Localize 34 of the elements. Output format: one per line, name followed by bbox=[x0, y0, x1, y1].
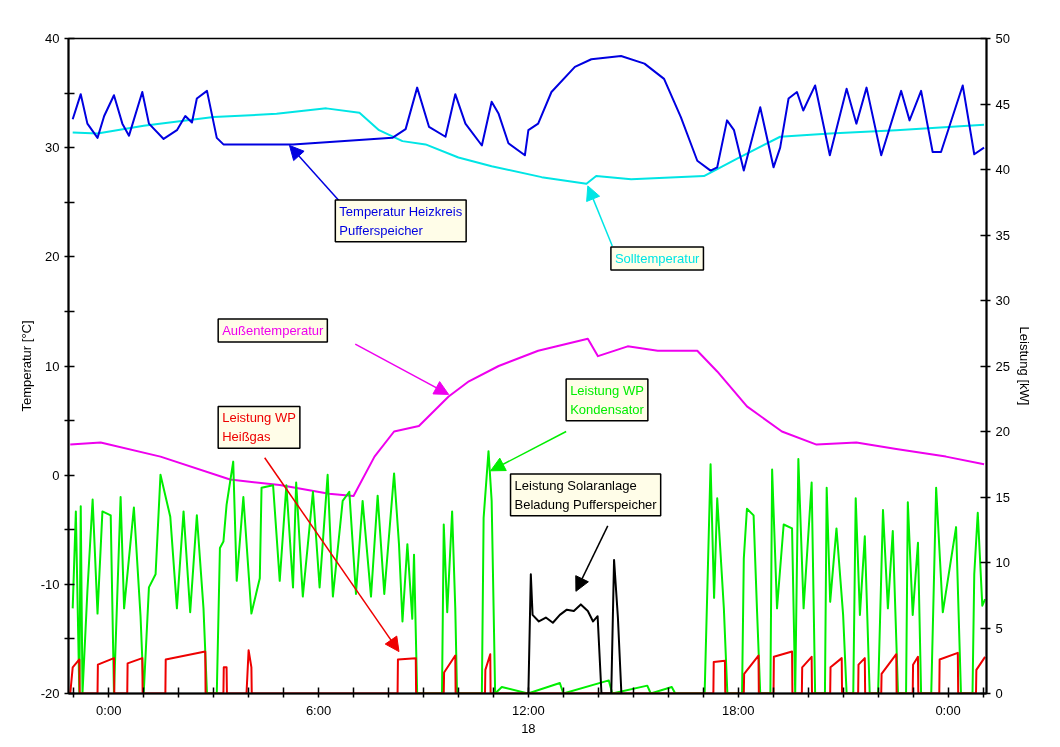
y2-tick-label: 5 bbox=[995, 620, 1003, 636]
y-tick-label: -10 bbox=[40, 576, 60, 592]
text: Außentemperatur bbox=[222, 323, 325, 339]
text: Leistung WP Heißgas bbox=[222, 410, 296, 445]
y2-axis-title: Leistung [kW] bbox=[1016, 326, 1032, 406]
line-series bbox=[71, 450, 987, 694]
y2-tick-label: 50 bbox=[995, 31, 1010, 46]
y-axis-title: Temperatur [°C] bbox=[18, 320, 34, 412]
y-tick-label: 40 bbox=[45, 31, 60, 46]
y2-tick-label: 45 bbox=[995, 96, 1010, 112]
y2-tick-label: 40 bbox=[995, 162, 1010, 177]
y-tick-label: 10 bbox=[45, 358, 60, 374]
line-series bbox=[69, 337, 986, 497]
y2-tick-label: 10 bbox=[995, 555, 1010, 570]
y2-tick-label: 15 bbox=[995, 489, 1010, 505]
x-tick-label: 12:00 18 bbox=[512, 702, 545, 736]
y2-tick-label: 20 bbox=[995, 424, 1010, 439]
text: Solltemperatur bbox=[614, 251, 701, 267]
y-tick-label: 30 bbox=[45, 140, 60, 156]
y-tick-label: 20 bbox=[45, 249, 60, 265]
x-tick-label: 18:00 bbox=[721, 702, 755, 718]
y2-tick-label: 35 bbox=[995, 227, 1010, 243]
x-tick-label: 0:00 bbox=[96, 702, 122, 718]
line-series bbox=[71, 54, 986, 172]
y2-tick-label: 30 bbox=[995, 293, 1010, 308]
y2-tick-label: 0 bbox=[995, 686, 1003, 701]
y2-tick-label: 25 bbox=[995, 358, 1010, 374]
text: Leistung Solaranlage Beladung Pufferspeicher bbox=[514, 478, 658, 512]
y-tick-label: 0 bbox=[52, 467, 60, 483]
text: Leistung WP Kondensator bbox=[570, 383, 645, 417]
x-tick-label: 0:00 bbox=[935, 702, 961, 718]
text: Temperatur Heizkreis Pufferspeicher bbox=[339, 204, 463, 238]
x-tick-label: 6:00 bbox=[305, 702, 332, 718]
y-tick-label: -20 bbox=[40, 686, 60, 701]
